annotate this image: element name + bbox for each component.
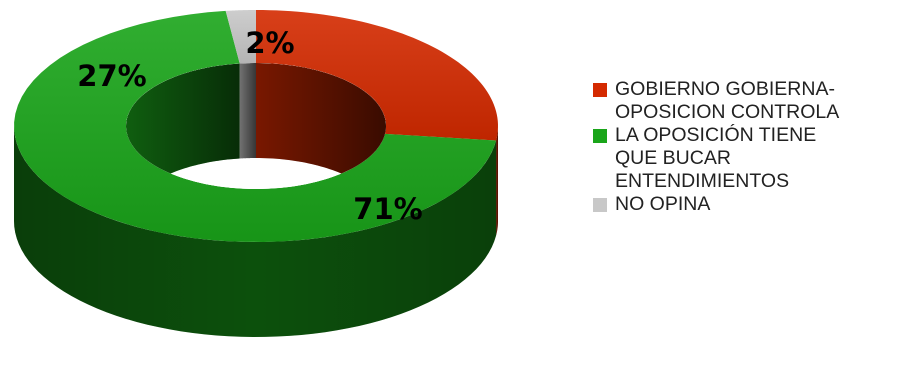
legend-item-opposition-controls: GOBIERNO GOBIERNA- OPOSICION CONTROLA (593, 78, 908, 124)
slice-inner-wall-shade-opposition-controls (256, 63, 386, 189)
legend: GOBIERNO GOBIERNA- OPOSICION CONTROLA LA O… (593, 78, 908, 216)
legend-item-seek-understanding: LA OPOSICIÓN TIENE QUE BUCAR ENTENDIMIENTO… (593, 124, 908, 193)
legend-label-line: ENTENDIMIENTOS (615, 170, 790, 192)
legend-label-line: LA OPOSICIÓN TIENE (615, 124, 817, 146)
legend-swatch-seek-understanding (593, 129, 607, 143)
legend-label-line: QUE BUCAR (615, 147, 731, 169)
legend-label-line: NO OPINA (615, 193, 711, 215)
data-label-seek-understanding: 71% (353, 192, 422, 226)
slice-top-shade-no-opinion (225, 10, 256, 64)
legend-swatch-no-opinion (593, 198, 607, 212)
legend-label-line: OPOSICION CONTROLA (615, 101, 840, 123)
slice-top-shade-seek-understanding (14, 10, 497, 242)
legend-label-line: GOBIERNO GOBIERNA- (615, 78, 835, 100)
data-label-opposition-controls: 27% (77, 59, 146, 93)
data-label-no-opinion: 2% (245, 26, 294, 60)
legend-swatch-opposition-controls (593, 83, 607, 97)
slice-side-shade-seek-understanding (14, 126, 497, 337)
slice-top-shade-opposition-controls (256, 10, 498, 141)
legend-item-no-opinion: NO OPINA (593, 193, 908, 216)
slice-side-shade-opposition-controls (496, 126, 498, 236)
slice-inner-wall-shade-no-opinion (239, 63, 256, 159)
